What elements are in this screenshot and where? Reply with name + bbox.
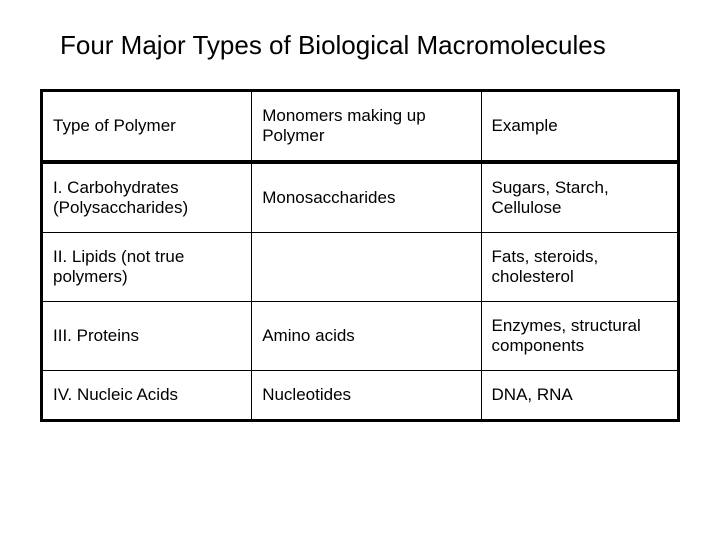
cell-type: III. Proteins: [42, 302, 252, 371]
cell-example: Fats, steroids, cholesterol: [481, 233, 678, 302]
page-title: Four Major Types of Biological Macromole…: [60, 30, 680, 61]
cell-type: II. Lipids (not true polymers): [42, 233, 252, 302]
cell-example: Sugars, Starch, Cellulose: [481, 162, 678, 233]
cell-monomer: Amino acids: [252, 302, 481, 371]
cell-monomer: Nucleotides: [252, 371, 481, 421]
table-row: I. Carbohydrates (Polysaccharides) Monos…: [42, 162, 679, 233]
column-header-example: Example: [481, 91, 678, 163]
table-header-row: Type of Polymer Monomers making up Polym…: [42, 91, 679, 163]
column-header-type: Type of Polymer: [42, 91, 252, 163]
table-row: IV. Nucleic Acids Nucleotides DNA, RNA: [42, 371, 679, 421]
macromolecules-table: Type of Polymer Monomers making up Polym…: [40, 89, 680, 422]
table-row: III. Proteins Amino acids Enzymes, struc…: [42, 302, 679, 371]
cell-monomer: Monosaccharides: [252, 162, 481, 233]
cell-example: DNA, RNA: [481, 371, 678, 421]
cell-example: Enzymes, structural components: [481, 302, 678, 371]
column-header-monomer: Monomers making up Polymer: [252, 91, 481, 163]
cell-monomer: [252, 233, 481, 302]
cell-type: IV. Nucleic Acids: [42, 371, 252, 421]
cell-type: I. Carbohydrates (Polysaccharides): [42, 162, 252, 233]
table-row: II. Lipids (not true polymers) Fats, ste…: [42, 233, 679, 302]
